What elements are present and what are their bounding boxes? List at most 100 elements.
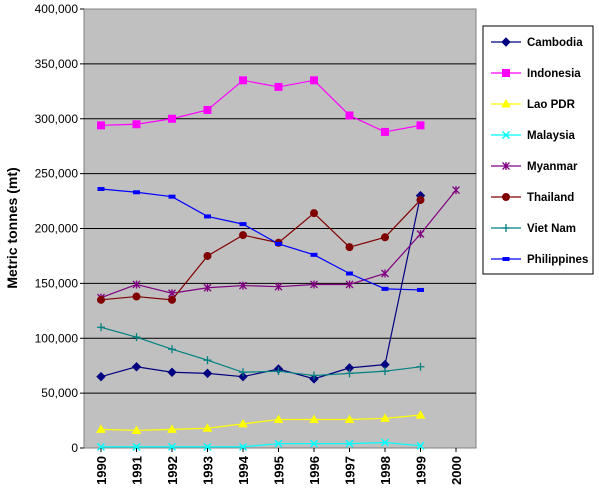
data-point-philippines bbox=[381, 286, 389, 291]
data-point-philippines bbox=[239, 222, 247, 227]
data-point-philippines bbox=[417, 287, 424, 292]
data-point-indonesia bbox=[168, 114, 176, 123]
legend-label: Myanmar bbox=[527, 161, 578, 173]
legend-swatch-marker bbox=[501, 130, 511, 140]
data-point-cambodia bbox=[131, 362, 142, 372]
data-point-viet-nam bbox=[381, 367, 389, 376]
data-point-lao-pdr bbox=[238, 418, 248, 428]
x-tick-label: 2000 bbox=[449, 456, 464, 485]
legend-swatch-marker bbox=[502, 257, 510, 261]
data-point-thailand bbox=[239, 231, 247, 240]
series-viet-nam bbox=[97, 323, 425, 380]
data-point-indonesia bbox=[416, 121, 425, 130]
data-point-lao-pdr bbox=[273, 414, 284, 423]
data-point-myanmar bbox=[132, 280, 141, 289]
series-philippines bbox=[97, 186, 424, 292]
data-point-philippines bbox=[310, 252, 318, 257]
legend-label: Philippines bbox=[527, 254, 588, 266]
data-point-viet-nam bbox=[97, 323, 105, 332]
data-point-indonesia bbox=[239, 76, 247, 85]
data-point-indonesia bbox=[381, 127, 389, 136]
data-point-thailand bbox=[132, 292, 141, 301]
legend-label: Malaysia bbox=[527, 130, 576, 142]
y-tick-label: 300,000 bbox=[35, 112, 79, 126]
data-point-myanmar bbox=[310, 280, 318, 289]
data-point-thailand bbox=[345, 243, 354, 252]
series-myanmar bbox=[97, 186, 460, 302]
data-point-myanmar bbox=[381, 269, 389, 278]
data-point-viet-nam bbox=[274, 367, 283, 376]
series-line-indonesia bbox=[100, 79, 421, 133]
data-point-lao-pdr bbox=[309, 414, 319, 423]
data-point-lao-pdr bbox=[131, 425, 142, 434]
data-point-viet-nam bbox=[132, 333, 141, 342]
x-tick-label: 1993 bbox=[201, 456, 216, 485]
data-point-lao-pdr bbox=[202, 423, 213, 432]
legend-item-malaysia: Malaysia bbox=[491, 130, 576, 142]
legend: Cambodia Indonesia Lao PDR Malaysia Myanmar T… bbox=[482, 25, 594, 275]
y-tick-label: 100,000 bbox=[35, 331, 79, 345]
data-point-viet-nam bbox=[239, 368, 247, 377]
series-line-lao-pdr bbox=[100, 414, 421, 432]
data-point-myanmar bbox=[274, 282, 283, 291]
data-point-thailand bbox=[97, 295, 105, 304]
data-point-thailand bbox=[310, 209, 318, 218]
data-point-cambodia bbox=[167, 367, 177, 377]
data-point-indonesia bbox=[345, 111, 354, 120]
series-line-malaysia bbox=[101, 441, 421, 448]
data-point-thailand bbox=[416, 195, 425, 204]
y-tick-label: 400,000 bbox=[35, 2, 79, 16]
data-point-lao-pdr bbox=[415, 410, 426, 419]
gridlines bbox=[84, 63, 476, 394]
data-point-viet-nam bbox=[310, 371, 318, 380]
x-tick-label: 1995 bbox=[272, 456, 287, 485]
data-point-malaysia bbox=[309, 439, 319, 448]
x-tick-label: 1998 bbox=[378, 456, 393, 485]
legend-swatch-marker bbox=[502, 162, 510, 170]
legend-label: Thailand bbox=[527, 192, 574, 204]
x-tick-label: 1997 bbox=[343, 456, 358, 485]
data-point-lao-pdr bbox=[344, 414, 355, 423]
series-thailand bbox=[97, 195, 425, 304]
data-point-malaysia bbox=[345, 439, 354, 448]
series-line-philippines bbox=[100, 188, 421, 291]
legend-item-indonesia: Indonesia bbox=[491, 68, 581, 80]
data-point-philippines bbox=[97, 186, 105, 191]
x-tick-label: 1999 bbox=[414, 456, 429, 485]
y-tick-label: 0 bbox=[71, 441, 78, 455]
x-tick-label: 1990 bbox=[94, 456, 109, 485]
series-lao-pdr bbox=[96, 410, 426, 434]
data-point-malaysia bbox=[274, 439, 283, 448]
data-point-cambodia bbox=[96, 371, 106, 382]
data-point-lao-pdr bbox=[167, 424, 177, 433]
y-tick-label: 150,000 bbox=[35, 276, 79, 290]
data-point-malaysia bbox=[203, 442, 212, 451]
data-point-malaysia bbox=[238, 442, 248, 451]
legend-swatch-marker bbox=[501, 98, 511, 108]
x-tick-label: 1996 bbox=[307, 456, 322, 485]
legend-item-myanmar: Myanmar bbox=[491, 161, 578, 173]
legend-swatch-marker bbox=[502, 69, 510, 77]
legend-item-lao-pdr: Lao PDR bbox=[491, 98, 576, 111]
series-indonesia bbox=[97, 76, 425, 136]
data-point-myanmar bbox=[452, 186, 460, 195]
x-axis-ticks: 1990 1991 1992 1993 1994 1995 1996 1997 1998 1999… bbox=[94, 448, 464, 485]
data-point-myanmar bbox=[203, 283, 212, 292]
data-point-indonesia bbox=[132, 120, 141, 129]
legend-swatch-marker bbox=[502, 193, 510, 201]
data-point-philippines bbox=[346, 271, 353, 276]
data-point-malaysia bbox=[132, 442, 141, 451]
y-tick-label: 200,000 bbox=[35, 222, 79, 236]
legend-item-viet-nam: Viet Nam bbox=[491, 223, 576, 235]
legend-label: Viet Nam bbox=[527, 223, 576, 235]
legend-label: Indonesia bbox=[527, 68, 581, 80]
legend-box bbox=[482, 25, 594, 275]
data-point-indonesia bbox=[274, 82, 283, 91]
data-point-lao-pdr bbox=[96, 424, 106, 433]
legend-label: Cambodia bbox=[527, 37, 583, 49]
series-line-thailand bbox=[100, 199, 421, 301]
y-axis-ticks: 0 50,000 100,000 150,000 200,000 250,000 300,0… bbox=[35, 2, 84, 455]
data-point-malaysia bbox=[167, 442, 177, 451]
x-tick-label: 1991 bbox=[130, 456, 145, 485]
